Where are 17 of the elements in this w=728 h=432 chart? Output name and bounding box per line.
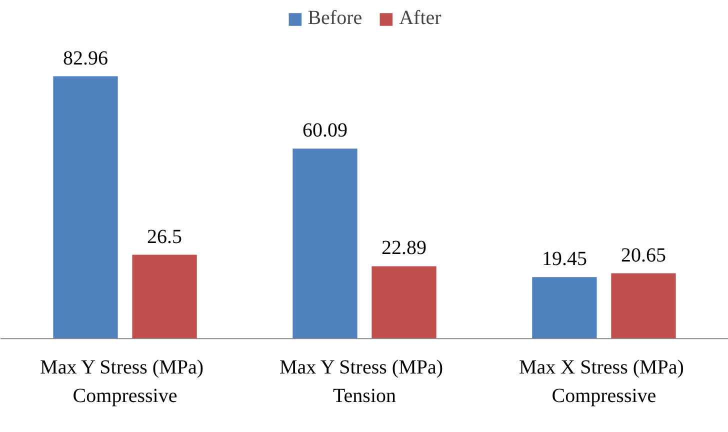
bar — [611, 273, 676, 339]
data-label: 20.65 — [620, 244, 666, 266]
data-label: 22.89 — [382, 237, 427, 260]
legend-label: After — [399, 7, 442, 30]
bar — [532, 277, 597, 339]
data-label: 60.09 — [302, 120, 348, 142]
x-tick-label: Max Y Stress (MPa) Compressive — [40, 356, 204, 408]
x-tick-label: Max X Stress (MPa) Compressive — [518, 356, 684, 408]
bar — [292, 148, 358, 339]
x-tick-label: Max Y Stress (MPa) Tension — [280, 356, 444, 408]
bar — [53, 76, 118, 339]
bar — [372, 266, 436, 339]
data-label: 19.45 — [542, 248, 587, 270]
data-label: 82.96 — [63, 47, 108, 70]
legend-label: Before — [308, 7, 362, 30]
data-label: 26.5 — [147, 226, 182, 248]
bar — [132, 254, 197, 339]
